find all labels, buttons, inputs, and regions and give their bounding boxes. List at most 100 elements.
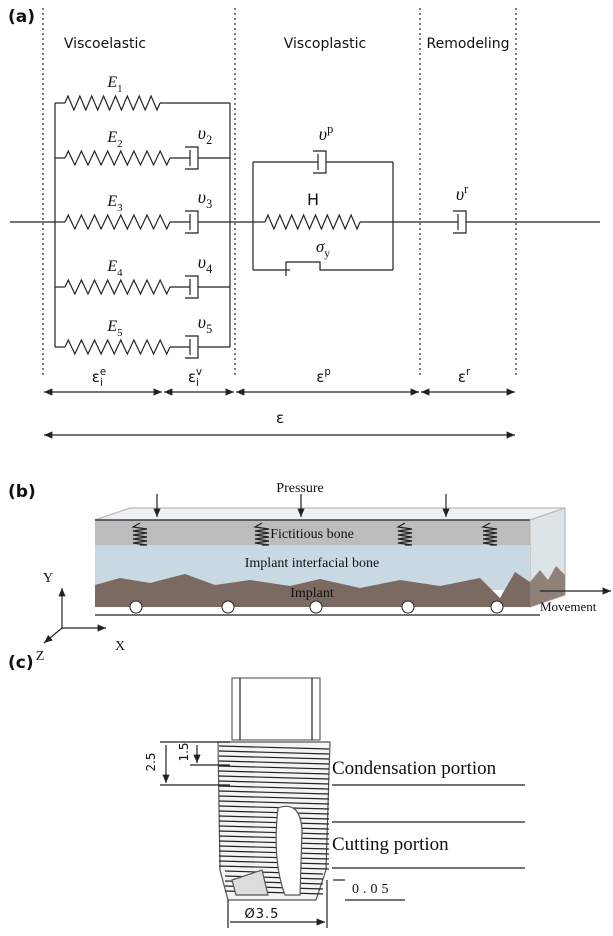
fictitious-bone-layer [95, 520, 530, 545]
interface-spring [396, 522, 413, 546]
thread [218, 850, 330, 855]
label-sub: 5 [206, 322, 212, 336]
thread [218, 760, 330, 765]
label-sub: i [100, 378, 103, 389]
spring-label: H [307, 190, 319, 209]
dashpot-label: υ4 [198, 252, 212, 276]
movement-label: Movement [540, 599, 597, 614]
roller [129, 600, 143, 614]
dashpot-label: υ5 [198, 312, 212, 336]
panel-label: (c) [8, 653, 34, 673]
label-base: E [106, 193, 117, 210]
layer-label: Implant interfacial bone [245, 556, 380, 571]
spring [264, 213, 361, 231]
label-base: υ [198, 312, 206, 332]
roller [401, 600, 415, 614]
label-base: E [106, 74, 117, 91]
label-base: ε [188, 368, 196, 386]
dimension-label: 2.5 [144, 752, 158, 771]
roller [221, 600, 235, 614]
spring-label: E2 [106, 129, 122, 150]
thread [218, 745, 330, 750]
spring-label: E3 [106, 193, 123, 214]
interface-spring [131, 522, 148, 546]
label-sub: 4 [117, 267, 123, 279]
axis-label: X [115, 639, 125, 654]
axis-label: Y [43, 571, 53, 586]
panel-label: (a) [8, 7, 35, 27]
thread [224, 870, 324, 875]
label-base: ε [92, 368, 100, 386]
implant-layer [95, 572, 530, 607]
thread [218, 755, 330, 760]
pressure-label: Pressure [276, 481, 323, 496]
strain-label: εv i [188, 367, 202, 389]
cutting-flute [275, 805, 303, 896]
label-base: υ [319, 124, 327, 144]
cutting-flute [231, 869, 269, 896]
label-sub: 3 [117, 202, 123, 214]
strain-label: εp [316, 367, 331, 386]
spring [64, 338, 171, 356]
block-top [94, 507, 566, 521]
dashpot-label: υr [456, 182, 468, 204]
spring [64, 94, 161, 112]
thread [218, 770, 330, 775]
implant-side [530, 566, 565, 607]
thread [218, 840, 330, 845]
thread [218, 795, 330, 800]
strain-label: εe i [92, 367, 106, 389]
thread [218, 865, 330, 870]
thread [218, 855, 330, 860]
thread [218, 765, 330, 770]
label-sup: r [466, 367, 471, 378]
section-title: Remodeling [427, 36, 510, 52]
label-base: E [106, 129, 117, 146]
spring-label: E4 [106, 258, 123, 279]
thread [218, 790, 330, 795]
label-sub: 3 [206, 197, 212, 211]
dashpot-label: υ2 [198, 123, 212, 147]
thread [218, 815, 330, 820]
portion-label: Condensation portion [332, 758, 497, 779]
spring [64, 213, 171, 231]
label-base: ε [458, 368, 466, 386]
layer-label: Implant [290, 586, 334, 601]
roller [309, 600, 323, 614]
thread [218, 830, 330, 835]
spring-label: E5 [106, 318, 123, 339]
thread [218, 785, 330, 790]
thread [218, 860, 330, 865]
thread [218, 835, 330, 840]
thread [218, 805, 330, 810]
label-base: υ [198, 252, 206, 272]
section-title: Viscoplastic [284, 36, 366, 52]
thread [218, 750, 330, 755]
interface-spring [481, 522, 498, 546]
dimension-label: 1.5 [177, 742, 191, 761]
label-base: ε [316, 368, 324, 386]
thread [218, 820, 330, 825]
dimension-label: 0.05 [352, 882, 393, 897]
label-sub: 4 [206, 262, 212, 276]
label-base: E [106, 318, 117, 335]
label-sup: e [100, 367, 106, 378]
label-base: υ [198, 123, 206, 143]
dashpot-label: υp [319, 122, 333, 144]
dashpot-label: υ3 [198, 187, 212, 211]
spring [64, 149, 171, 167]
label-sup: p [324, 367, 330, 378]
label-base: σ [316, 237, 325, 256]
strain-label: ε [276, 409, 284, 427]
interface-spring [253, 522, 270, 546]
label-sub: 1 [117, 83, 122, 95]
strain-label: εr [458, 367, 471, 386]
section-title: Viscoelastic [64, 36, 146, 52]
spring [64, 278, 171, 296]
thread [218, 845, 330, 850]
label-base: υ [198, 187, 206, 207]
dimension-label: Ø3.5 [245, 907, 280, 922]
axis-label: Z [36, 649, 45, 664]
roller [490, 600, 504, 614]
